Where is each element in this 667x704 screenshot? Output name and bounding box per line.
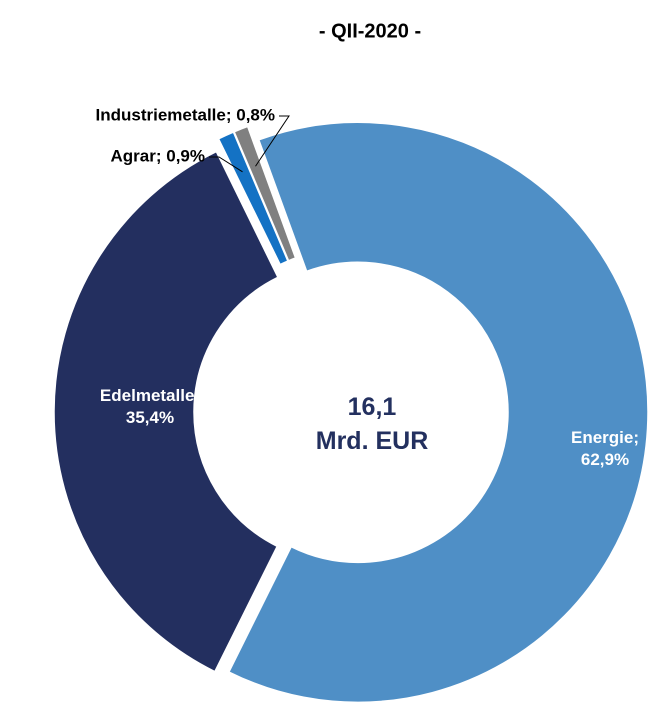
donut-slice	[227, 121, 649, 704]
slice-label: Industriemetalle; 0,8%	[95, 105, 275, 124]
leader-line	[209, 156, 243, 173]
slice-label: Edelmetalle; 35,4%	[100, 386, 200, 427]
chart-title: - QII-2020 -	[319, 20, 421, 42]
donut-slice	[53, 150, 279, 673]
center-label: 16,1 Mrd. EUR	[316, 393, 429, 455]
slice-label: Agrar; 0,9%	[111, 146, 205, 165]
leader-line	[255, 115, 290, 167]
donut-slice	[233, 125, 297, 262]
slice-label: Energie; 62,9%	[571, 428, 639, 469]
